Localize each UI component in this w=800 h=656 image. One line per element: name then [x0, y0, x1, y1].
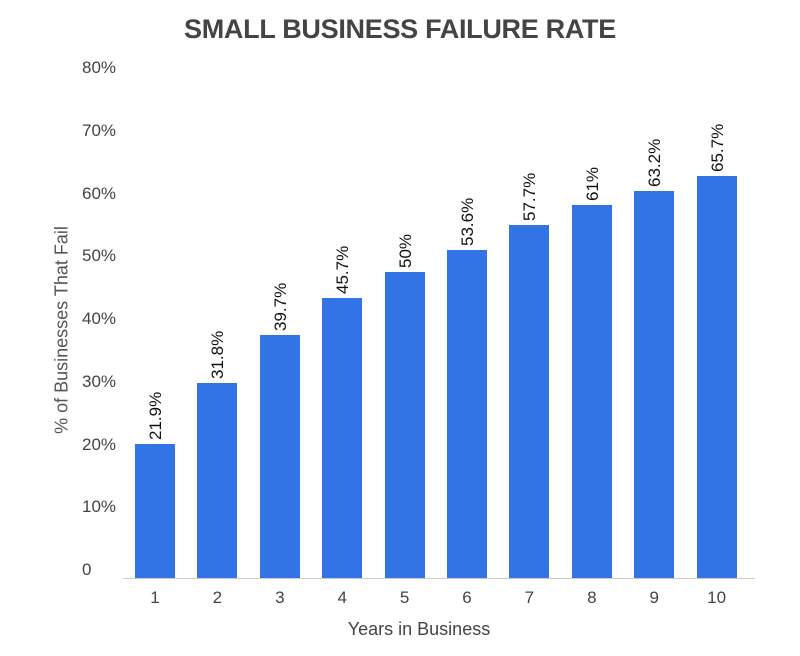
- bar-value-label: 31.8%: [208, 331, 228, 380]
- bar: [571, 204, 612, 578]
- bar-value-label: 57.7%: [520, 172, 540, 221]
- x-axis-label: Years in Business: [347, 619, 491, 639]
- x-tick-label: 7: [524, 588, 535, 607]
- y-axis-label: % of Businesses That Fail: [51, 226, 72, 434]
- y-tick-label: 0: [82, 560, 92, 579]
- y-tick-label: 10%: [82, 497, 117, 517]
- y-tick-label: 50%: [82, 246, 117, 266]
- chart-title: SMALL BUSINESS FAILURE RATE: [184, 14, 616, 44]
- x-tick-label: 1: [150, 588, 160, 607]
- bar-value-label: 61%: [582, 166, 602, 201]
- x-tick-label: 5: [399, 588, 410, 607]
- bar: [322, 298, 363, 578]
- bar: [634, 191, 675, 578]
- bar: [384, 272, 425, 578]
- x-tick-label: 4: [337, 588, 347, 607]
- bar: [197, 383, 238, 578]
- y-tick-label: 30%: [82, 371, 117, 391]
- bar-value-label: 65.7%: [707, 123, 727, 173]
- bar: [135, 444, 175, 578]
- x-tick-label: 3: [275, 588, 285, 607]
- y-tick-label: 40%: [82, 309, 117, 328]
- bar-value-label: 53.6%: [458, 197, 477, 247]
- bar-value-label: 45.7%: [333, 246, 353, 295]
- bar: [509, 224, 550, 578]
- bar-value-label: 63.2%: [645, 139, 665, 188]
- x-tick-label: 9: [649, 588, 659, 607]
- x-tick-label: 6: [462, 588, 472, 607]
- y-tick-label: 80%: [82, 58, 117, 77]
- y-tick-label: 60%: [82, 183, 117, 203]
- x-tick-label: 8: [587, 588, 597, 607]
- y-tick-label: 70%: [82, 120, 117, 140]
- bar: [447, 250, 487, 578]
- bar-value-label: 21.9%: [146, 391, 165, 440]
- x-tick-label: 10: [707, 588, 727, 607]
- bar: [259, 335, 300, 578]
- x-axis-line: [123, 578, 755, 579]
- y-tick-label: 20%: [82, 434, 117, 454]
- bar: [696, 176, 737, 578]
- bar-value-label: 50%: [395, 234, 415, 269]
- bar-value-label: 39.7%: [270, 282, 290, 332]
- x-tick-label: 2: [212, 588, 223, 607]
